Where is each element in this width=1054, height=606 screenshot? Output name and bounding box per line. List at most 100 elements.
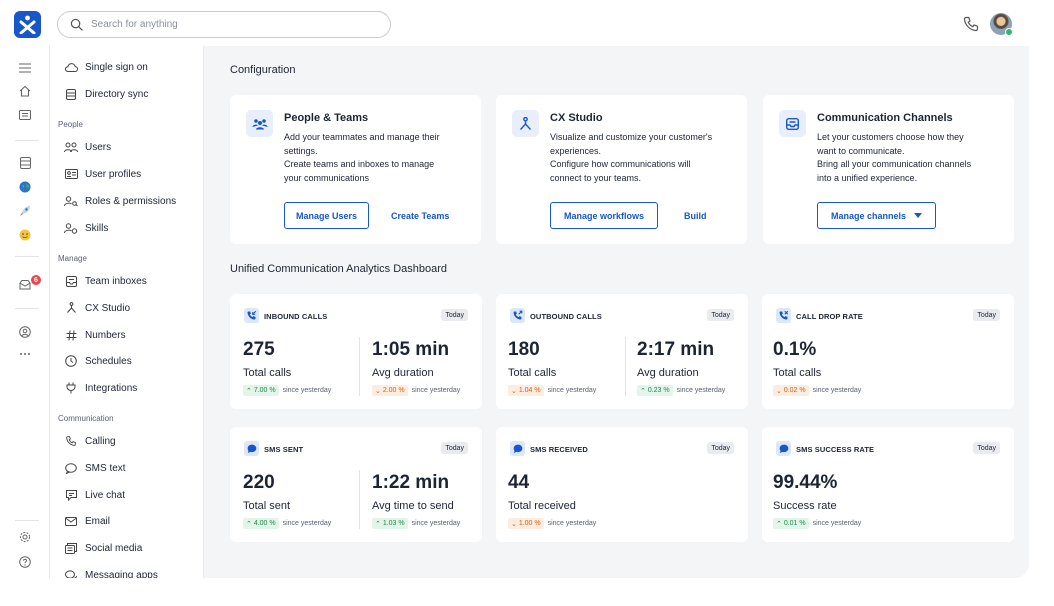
stat-caption: Total calls <box>243 367 292 379</box>
delta-since: since yesterday <box>676 387 726 394</box>
today-badge[interactable]: Today <box>441 309 468 321</box>
search-bar[interactable] <box>57 11 391 38</box>
nav-item-social-media[interactable]: Social media <box>64 539 142 557</box>
manage-users-button[interactable]: Manage Users <box>284 202 369 229</box>
stat-caption: Avg time to send <box>372 500 454 512</box>
desc-line: into a unified experience. <box>817 172 918 183</box>
double-chevron-down-icon: ⌄ <box>375 387 383 395</box>
icon-rail: 6 <box>0 46 49 586</box>
menu-icon[interactable] <box>18 61 32 75</box>
rail-divider <box>15 140 39 141</box>
main-content: Configuration People & Teams Add your te… <box>204 46 1029 578</box>
nav-item-cx-studio[interactable]: CX Studio <box>64 299 130 317</box>
rail-divider <box>15 520 39 521</box>
contacts-card-icon[interactable] <box>18 108 32 122</box>
stat-delta: ⌃ 1.03 % since yesterday <box>372 518 460 529</box>
stat-value: 99.44% <box>773 472 838 493</box>
stat-caption: Success rate <box>773 500 837 512</box>
nav-item-email[interactable]: Email <box>64 512 110 530</box>
nav-item-skills[interactable]: Skills <box>64 219 108 237</box>
stat-label: CALL DROP RATE <box>796 312 863 321</box>
today-badge[interactable]: Today <box>441 442 468 454</box>
stat-caption: Total calls <box>508 367 557 379</box>
people-teams-icon <box>246 110 273 137</box>
phone-icon[interactable] <box>962 15 980 33</box>
nav-item-label: Integrations <box>85 382 138 394</box>
today-badge[interactable]: Today <box>707 309 734 321</box>
dashboard-heading: Unified Communication Analytics Dashboar… <box>230 263 448 275</box>
user-skill-icon <box>64 221 78 235</box>
sms-bubble-icon <box>244 441 259 456</box>
configuration-heading: Configuration <box>230 64 296 76</box>
desc-line: settings. <box>284 145 318 156</box>
database-icon[interactable] <box>18 156 32 170</box>
manage-channels-dropdown[interactable]: Manage channels <box>817 202 936 229</box>
desc-line: Create teams and inboxes to manage <box>284 159 435 169</box>
settings-nav: Single sign on Directory sync People Use… <box>49 46 204 578</box>
home-icon[interactable] <box>18 84 32 98</box>
double-chevron-down-icon: ⌄ <box>511 387 519 395</box>
help-icon[interactable] <box>18 555 32 569</box>
database-icon <box>64 87 78 101</box>
delta-since: since yesterday <box>282 520 332 527</box>
nav-item-label: Email <box>85 515 111 527</box>
metric-divider <box>625 337 626 396</box>
nav-section-people: People <box>58 120 83 129</box>
nav-item-user-profiles[interactable]: User profiles <box>64 165 141 183</box>
delta-pill-up: ⌃ 0.23 % <box>637 385 673 396</box>
build-link[interactable]: Build <box>684 210 707 221</box>
metric-divider <box>359 470 360 529</box>
nav-item-label: Schedules <box>85 355 132 367</box>
desc-line: want to communicate. <box>817 145 905 156</box>
app-logo[interactable] <box>14 11 41 38</box>
nav-item-single-sign-on[interactable]: Single sign on <box>64 58 148 76</box>
search-input[interactable] <box>91 19 361 30</box>
nav-item-numbers[interactable]: Numbers <box>64 326 126 344</box>
nav-item-messaging-apps[interactable]: Messaging apps <box>64 566 158 578</box>
delta-value: 0.01 % <box>783 520 806 527</box>
delta-value: 4.00 % <box>253 520 276 527</box>
config-card-people-teams: People & Teams Add your teammates and ma… <box>230 95 481 244</box>
nav-item-schedules[interactable]: Schedules <box>64 352 132 370</box>
stat-label: SMS SENT <box>264 445 304 454</box>
card-description: Visualize and customize your customer's … <box>550 131 712 185</box>
user-circle-icon[interactable] <box>18 325 32 339</box>
nav-item-integrations[interactable]: Integrations <box>64 379 137 397</box>
nav-item-directory-sync[interactable]: Directory sync <box>64 85 148 103</box>
nav-item-users[interactable]: Users <box>64 138 111 156</box>
card-title: CX Studio <box>550 112 603 124</box>
caret-down-icon <box>914 213 923 218</box>
desc-line: experiences. <box>550 145 602 156</box>
desc-line: your communications <box>284 172 370 183</box>
stat-caption: Total calls <box>773 367 822 379</box>
create-teams-link[interactable]: Create Teams <box>391 210 450 221</box>
stat-value: 1:05 min <box>372 339 450 360</box>
avatar[interactable] <box>990 13 1013 36</box>
globe-icon[interactable] <box>18 180 32 194</box>
notifications-icon[interactable] <box>18 278 32 292</box>
today-badge[interactable]: Today <box>973 309 1000 321</box>
nav-item-calling[interactable]: Calling <box>64 432 116 450</box>
double-chevron-down-icon: ⌄ <box>776 387 784 395</box>
today-badge[interactable]: Today <box>973 442 1000 454</box>
nav-item-roles-permissions[interactable]: Roles & permissions <box>64 192 176 210</box>
nav-item-sms-text[interactable]: SMS text <box>64 459 126 477</box>
rocket-icon[interactable] <box>18 204 32 218</box>
stat-caption: Avg duration <box>637 367 699 379</box>
settings-gear-icon[interactable] <box>18 530 32 544</box>
id-card-icon <box>64 167 78 181</box>
manage-workflows-button[interactable]: Manage workflows <box>550 202 658 229</box>
nav-item-label: Directory sync <box>85 88 149 100</box>
more-icon[interactable] <box>18 347 32 361</box>
stat-delta: ⌃ 7.00 % since yesterday <box>243 385 331 396</box>
nav-section-manage: Manage <box>58 254 87 263</box>
smiley-icon[interactable] <box>18 228 32 242</box>
nav-item-live-chat[interactable]: Live chat <box>64 486 125 504</box>
today-badge[interactable]: Today <box>707 442 734 454</box>
stat-caption: Avg duration <box>372 367 434 379</box>
delta-value: 1.03 % <box>382 520 405 527</box>
delta-pill-down: ⌄ 1.04 % <box>508 385 544 396</box>
plug-icon <box>64 381 78 395</box>
nav-item-team-inboxes[interactable]: Team inboxes <box>64 272 147 290</box>
manage-channels-label: Manage channels <box>830 210 907 221</box>
